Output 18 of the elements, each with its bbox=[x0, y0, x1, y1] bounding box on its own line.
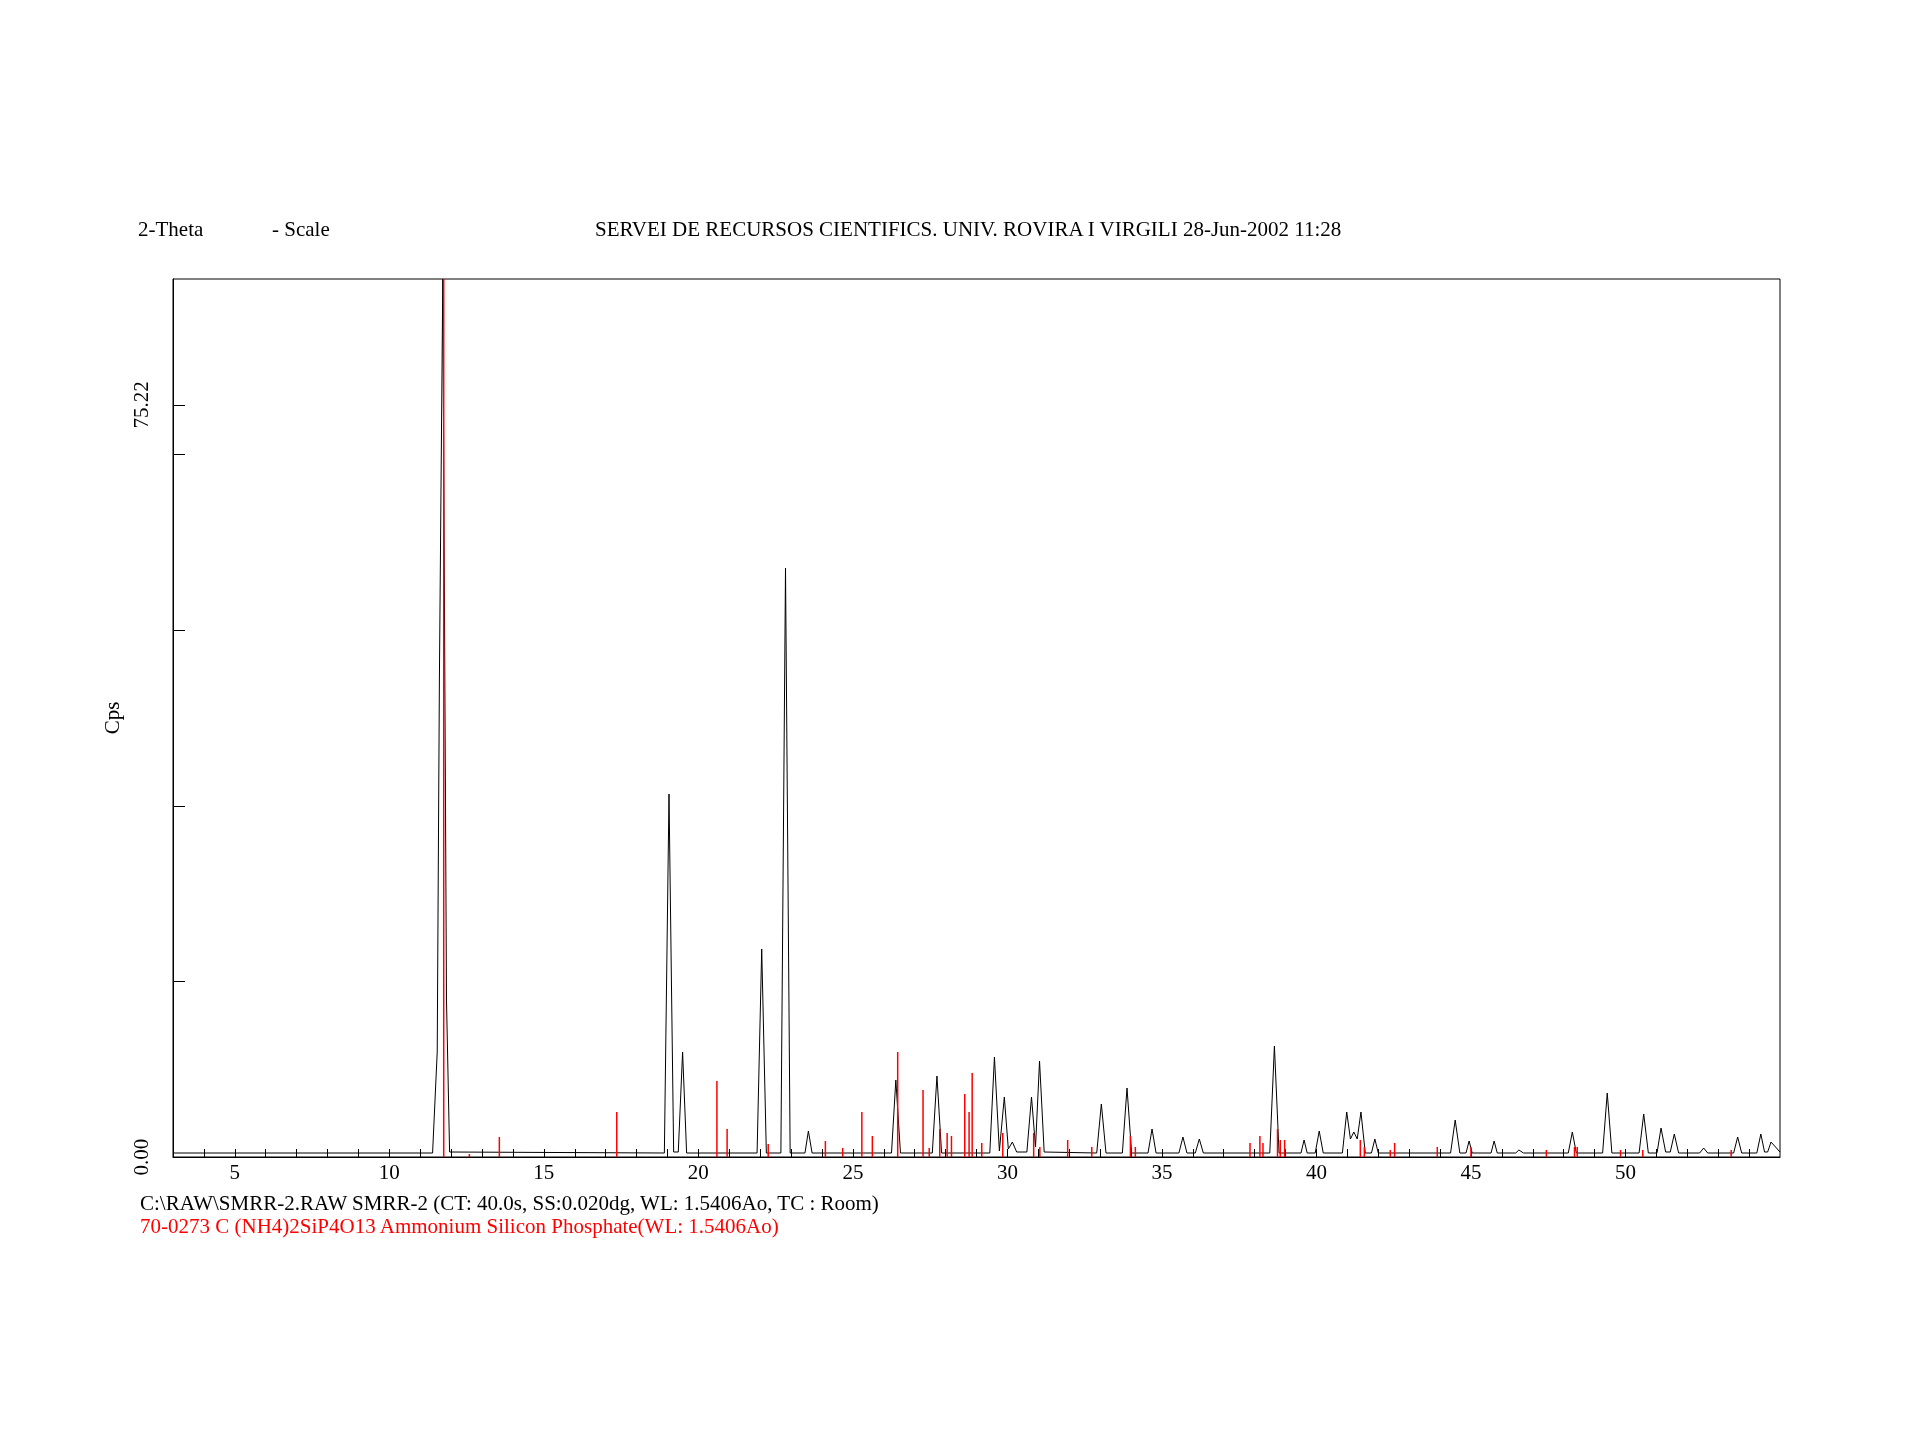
series-label: C:\RAW\SMRR-2.RAW SMRR-2 (CT: 40.0s, SS:0.020dg, WL: 1.5406Ao, TC : Room) bbox=[140, 1190, 879, 1215]
x-tick-label: 50 bbox=[1614, 1159, 1636, 1184]
x-tick-label: 40 bbox=[1305, 1159, 1327, 1184]
x-tick-label: 35 bbox=[1151, 1159, 1173, 1184]
y-tick-label: 75.22 bbox=[128, 381, 153, 429]
x-tick-label: 20 bbox=[687, 1159, 709, 1184]
line-series bbox=[172, 278, 1781, 1154]
x-tick-label: 10 bbox=[378, 1159, 400, 1184]
text: - Scale bbox=[272, 216, 330, 241]
chart-title: SERVEI DE RECURSOS CIENTIFICS. UNIV. ROVIRA I VIRGILI 28-Jun-2002 11:28 bbox=[595, 216, 1342, 241]
x-tick-label: 45 bbox=[1460, 1159, 1482, 1184]
x-tick-label: 5 bbox=[229, 1159, 241, 1184]
x-tick-label: 30 bbox=[996, 1159, 1018, 1184]
y-tick-label: 0.00 bbox=[128, 1138, 153, 1176]
y-axis-title: Cps bbox=[99, 701, 124, 735]
x-tick-label: 15 bbox=[533, 1159, 555, 1184]
x-tick-label: 25 bbox=[842, 1159, 864, 1184]
x-axis-title: 2-Theta bbox=[138, 216, 204, 241]
